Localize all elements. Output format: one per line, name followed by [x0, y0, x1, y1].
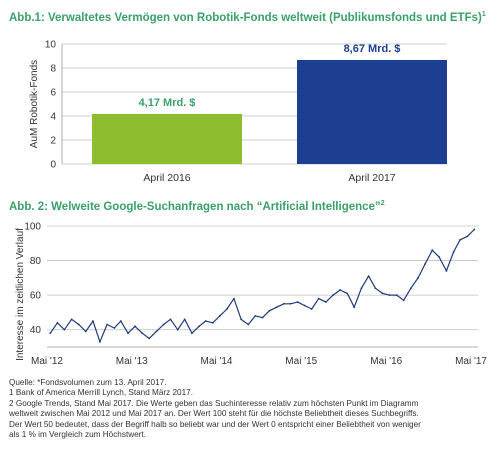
data-point — [63, 328, 66, 331]
data-point — [459, 238, 462, 241]
data-point — [191, 332, 193, 335]
y-tick-label: 40 — [30, 325, 42, 336]
y-tick-label: 60 — [30, 291, 42, 302]
data-point — [254, 314, 257, 317]
data-point — [127, 332, 129, 335]
data-point — [226, 308, 228, 310]
x-tick-label: April 2017 — [348, 172, 395, 184]
data-point — [141, 332, 144, 335]
footnote-line: Der Wert 50 bedeutet, dass der Begriff h… — [9, 419, 421, 429]
data-point — [261, 316, 264, 319]
y-tick-label: 4 — [50, 112, 56, 123]
y-axis-label: AuM Robotik-Fonds — [29, 60, 40, 148]
data-point — [388, 294, 391, 297]
data-point — [268, 309, 271, 312]
bar — [92, 113, 242, 164]
data-point — [324, 301, 327, 303]
data-point — [409, 287, 412, 290]
data-point — [445, 270, 448, 272]
data-point — [240, 318, 243, 321]
data-point — [402, 299, 405, 302]
x-tick-label: Mai '14 — [201, 356, 233, 367]
data-label: 8,67 Mrd. $ — [344, 43, 401, 55]
chart2-title: Abb. 2: Welweite Google-Suchanfragen nac… — [9, 200, 385, 213]
data-point — [119, 320, 122, 322]
data-point — [211, 321, 214, 324]
x-tick-label: Mai '12 — [31, 356, 63, 367]
data-point — [155, 330, 158, 333]
data-point — [303, 304, 306, 307]
data-label: 4,17 Mrd. $ — [139, 97, 196, 109]
data-point — [438, 256, 441, 259]
data-point — [148, 337, 151, 340]
data-point — [84, 330, 87, 333]
y-tick-label: 6 — [50, 88, 56, 99]
y-axis-label: Interesse im zeitlichen Verlauf — [15, 228, 26, 361]
series-line — [49, 229, 475, 343]
data-point — [289, 302, 292, 305]
data-point — [113, 327, 116, 329]
data-point — [417, 276, 419, 279]
y-tick-label: 100 — [24, 222, 41, 233]
footnote-line: 1 Bank of America Merrill Lynch, Stand M… — [9, 388, 193, 398]
bar-chart: 0 2 4 6 8 10 AuM Robotik-Fonds 4,17 Mrd. $ April… — [29, 40, 447, 184]
x-tick-label: Mai '15 — [285, 356, 317, 367]
data-point — [282, 302, 285, 305]
data-point — [367, 275, 370, 278]
data-point — [70, 318, 73, 321]
data-point — [56, 321, 59, 324]
x-tick-label: April 2016 — [143, 172, 190, 184]
data-point — [134, 325, 136, 328]
data-point — [466, 235, 469, 238]
chart1-title: Abb.1: Verwaltetes Vermögen von Robotik-… — [9, 11, 486, 24]
data-point — [176, 328, 179, 331]
data-point — [106, 323, 109, 326]
y-tick-label: 2 — [50, 136, 56, 147]
y-tick-label: 80 — [30, 256, 42, 267]
data-point — [346, 292, 349, 295]
x-tick-label: Mai '17 — [455, 356, 487, 367]
data-point — [353, 306, 356, 309]
data-point — [218, 314, 221, 317]
data-point — [99, 340, 101, 343]
data-point — [169, 318, 172, 321]
data-point — [198, 325, 201, 328]
data-point — [431, 249, 434, 252]
data-point — [374, 287, 377, 290]
data-point — [204, 320, 207, 322]
x-tick-label: Mai '13 — [116, 356, 148, 367]
data-point — [247, 323, 250, 326]
footnote-line: Quelle: *Fondsvolumen zum 13. April 2017… — [9, 378, 167, 387]
line-chart: 40 60 80 100 Mai '12 Mai '13 Mai '14 Mai '15 Mai… — [15, 222, 487, 368]
y-tick-label: 8 — [50, 64, 56, 75]
y-tick-label: 0 — [50, 160, 56, 171]
footnote-line: als 1 % im Vergleich zum Höchstwert. — [9, 430, 146, 440]
footnotes: Quelle: *Fondsvolumen zum 13. April 2017… — [9, 378, 489, 440]
data-point — [339, 289, 341, 291]
data-point — [395, 294, 398, 297]
data-point — [360, 287, 363, 290]
data-point — [183, 318, 186, 321]
bar — [297, 59, 447, 164]
data-point — [381, 292, 384, 295]
data-point — [310, 308, 313, 310]
data-point — [77, 323, 80, 326]
data-point — [162, 323, 165, 326]
data-point — [233, 297, 235, 300]
y-tick-label: 10 — [45, 40, 57, 51]
data-point — [296, 301, 299, 303]
data-point — [332, 294, 334, 297]
data-point — [424, 263, 426, 265]
data-point — [49, 332, 52, 335]
data-point — [452, 251, 455, 253]
data-point — [473, 228, 476, 231]
x-tick-label: Mai '16 — [370, 356, 402, 367]
data-point — [92, 320, 94, 322]
footnote-line: weltweit zwischen Mai 2012 und Mai 2017 … — [9, 409, 419, 419]
data-point — [275, 306, 278, 309]
footnote-line: 2 Google Trends, Stand Mai 2017. Die Wer… — [9, 398, 419, 408]
data-point — [317, 297, 320, 300]
